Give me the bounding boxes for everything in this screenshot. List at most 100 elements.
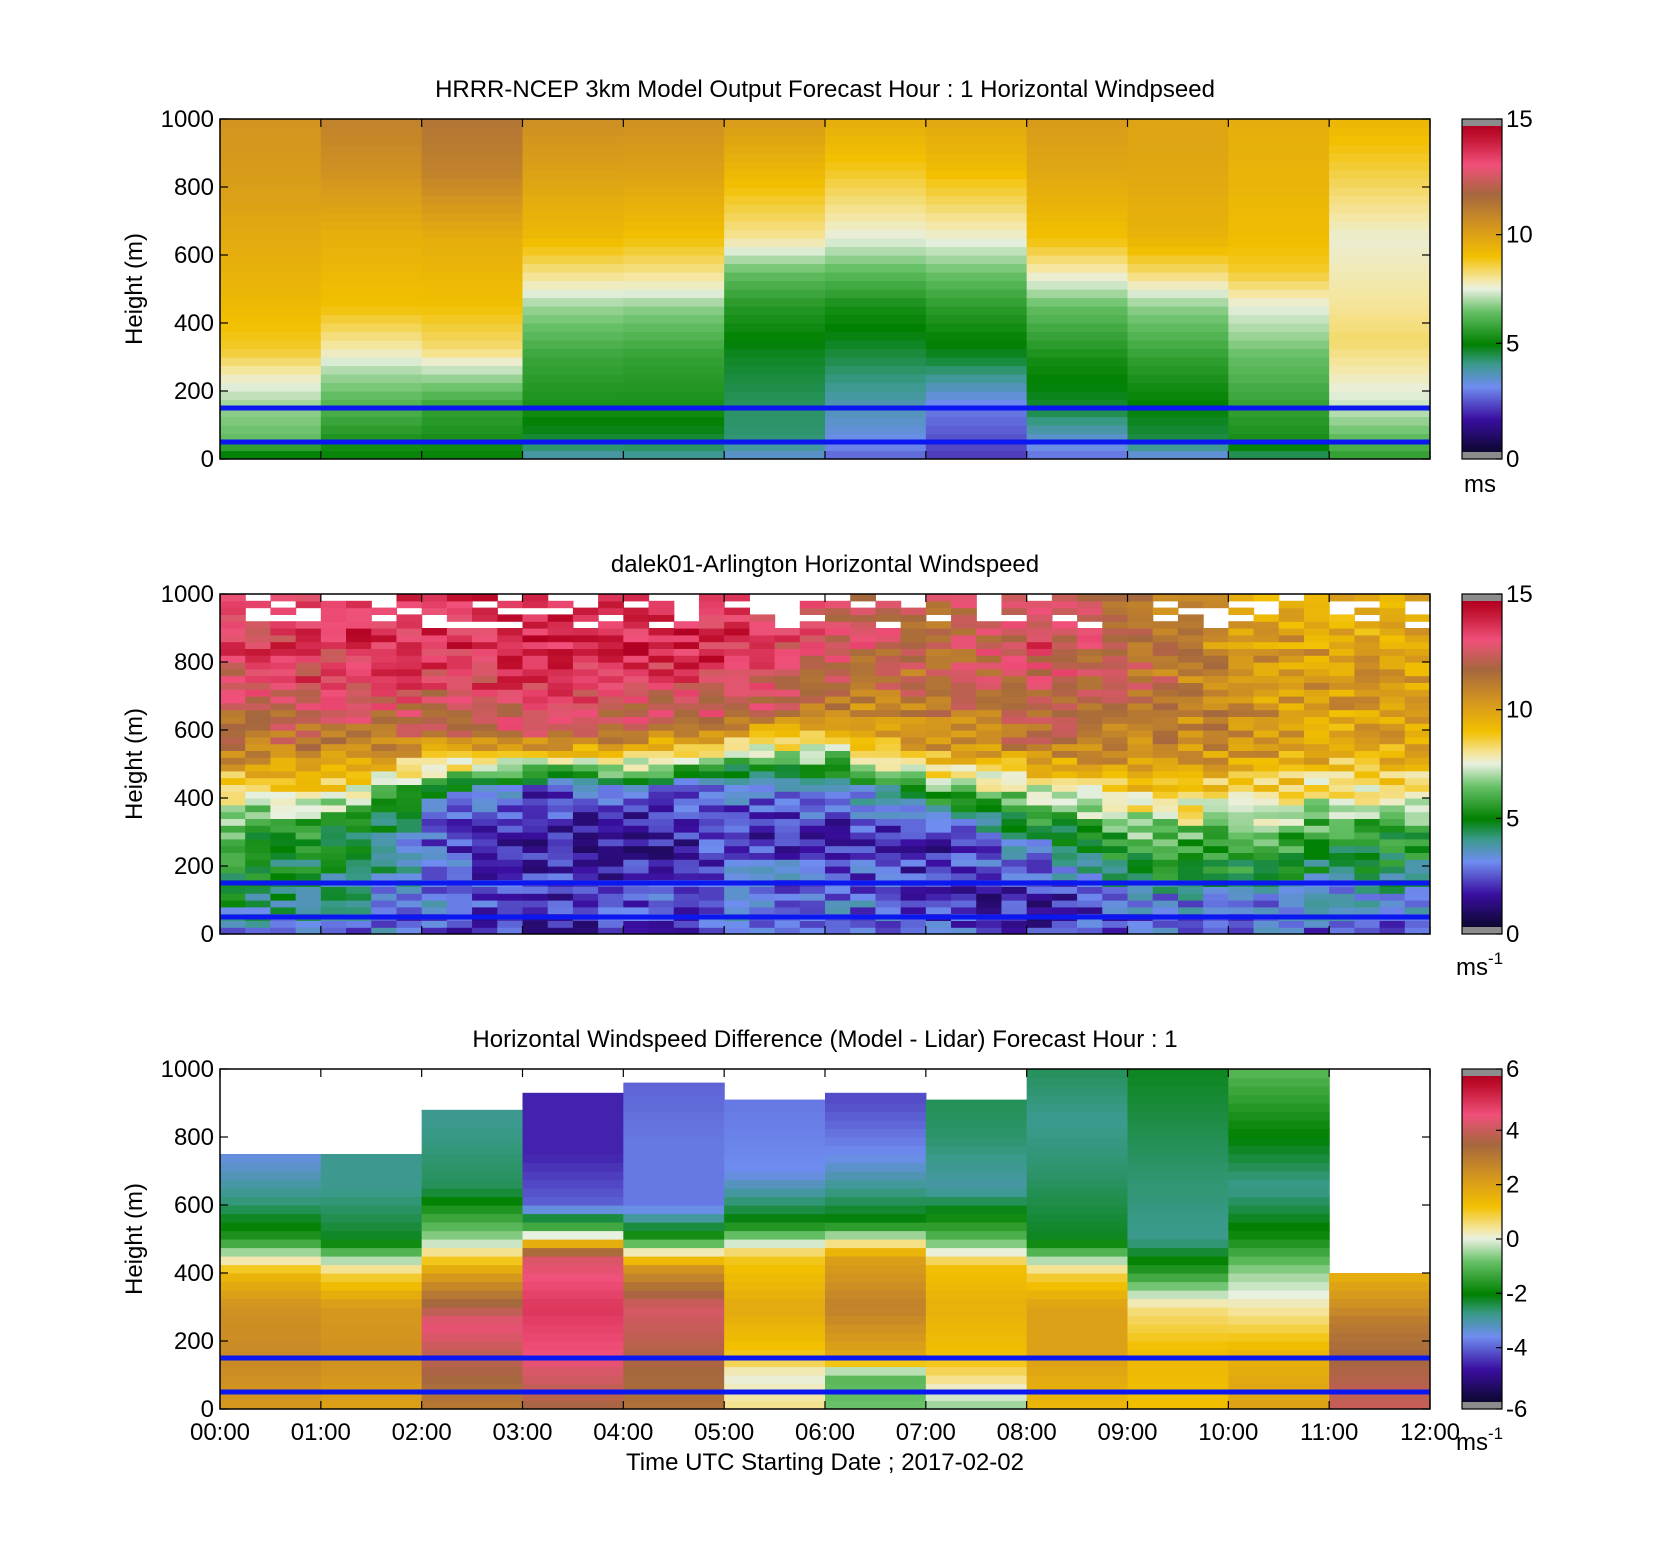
lidar-cell — [825, 832, 851, 840]
lidar-cell — [648, 730, 675, 738]
lidar-cell — [547, 682, 574, 690]
lidar-cell — [1127, 675, 1154, 683]
model-cell — [522, 408, 624, 418]
lidar-cell — [245, 621, 272, 629]
lidar-cell — [698, 804, 725, 813]
model-cell — [623, 255, 725, 265]
lidar-cell — [572, 696, 599, 704]
lidar-cell — [951, 743, 977, 751]
lidar-cell — [572, 648, 599, 656]
model-colorbar-tick-label: 15 — [1506, 106, 1533, 133]
lidar-cell — [320, 648, 347, 656]
model-cell — [724, 348, 826, 358]
lidar-cell — [875, 600, 902, 609]
lidar-cell — [724, 866, 750, 874]
model-cell — [220, 416, 322, 426]
model-colorbar-tick-label: 0 — [1506, 446, 1519, 473]
model-cell — [1127, 289, 1229, 299]
lidar-cell — [850, 764, 877, 772]
lidar-cell — [1354, 818, 1381, 826]
lidar-cell — [421, 845, 448, 853]
lidar-cell — [1177, 777, 1204, 785]
lidar-cell — [396, 845, 423, 853]
lidar-cell — [270, 668, 297, 677]
lidar-cell — [598, 689, 624, 697]
lidar-cell — [396, 893, 423, 901]
difference-cell — [1127, 1196, 1229, 1206]
difference-cell — [825, 1324, 927, 1334]
difference-cell — [1026, 1392, 1129, 1402]
lidar-cell — [1177, 743, 1204, 751]
lidar-cell — [1253, 791, 1280, 799]
lidar-cell — [1102, 886, 1129, 894]
lidar-cell — [1379, 920, 1406, 928]
lidar-cell — [270, 764, 297, 772]
model-cell — [825, 340, 927, 350]
lidar-cell — [270, 716, 297, 724]
difference-cell — [623, 1222, 725, 1232]
lidar-cell — [1303, 743, 1330, 751]
lidar-cell — [320, 872, 347, 881]
lidar-cell — [1404, 784, 1430, 792]
lidar-cell — [522, 893, 549, 901]
lidar-cell — [1278, 893, 1305, 901]
lidar-cell — [749, 716, 776, 724]
lidar-cell — [875, 655, 902, 663]
lidar-cell — [1051, 757, 1078, 765]
lidar-cell — [270, 886, 297, 894]
difference-cell — [1329, 1281, 1430, 1291]
lidar-cell — [446, 845, 473, 853]
lidar-cell — [1077, 702, 1103, 711]
lidar-cell — [547, 777, 574, 785]
lidar-cell — [396, 852, 423, 860]
difference-cell — [522, 1171, 624, 1181]
model-cell — [421, 204, 524, 214]
lidar-cell — [1077, 804, 1103, 813]
lidar-cell — [1303, 621, 1330, 629]
lidar-cell — [1127, 852, 1154, 860]
lidar-cell — [976, 784, 1003, 792]
lidar-cell — [522, 723, 549, 731]
lidar-cell — [1278, 832, 1305, 840]
lidar-cell — [270, 641, 297, 649]
lidar-cell — [875, 825, 902, 833]
lidar-cell — [1404, 716, 1430, 724]
lidar-cell — [598, 852, 624, 860]
lidar-cell — [446, 757, 473, 765]
lidar-cell — [1102, 811, 1129, 819]
lidar-cell — [421, 920, 448, 928]
lidar-cell — [749, 702, 776, 711]
lidar-cell — [698, 655, 725, 663]
lidar-cell — [270, 682, 297, 690]
lidar-cell — [1278, 628, 1305, 636]
difference-cell — [320, 1392, 423, 1402]
difference-x-tick-label: 08:00 — [997, 1419, 1057, 1446]
lidar-cell — [371, 859, 398, 867]
difference-cell — [1228, 1290, 1330, 1300]
lidar-cell — [270, 798, 297, 806]
lidar-cell — [346, 845, 372, 853]
lidar-cell — [220, 600, 246, 609]
lidar-cell — [1278, 750, 1305, 758]
lidar-cell — [900, 838, 927, 847]
lidar-cell — [1278, 600, 1305, 609]
lidar-cell — [1051, 838, 1078, 847]
model-cell — [1127, 408, 1229, 418]
lidar-cell — [396, 696, 423, 704]
lidar-cell — [724, 628, 750, 636]
lidar-cell — [220, 621, 246, 629]
model-cell — [724, 255, 826, 265]
model-cell — [825, 399, 927, 409]
difference-cell — [623, 1383, 725, 1393]
lidar-cell — [1077, 736, 1103, 745]
model-cell — [1026, 433, 1129, 443]
lidar-cell — [951, 920, 977, 928]
lidar-cell — [749, 770, 776, 779]
lidar-cell — [1177, 818, 1204, 826]
lidar-cell — [1253, 668, 1280, 677]
difference-cell — [623, 1137, 725, 1147]
lidar-cell — [1379, 770, 1406, 779]
lidar-colorbar-tick-label: 5 — [1506, 805, 1519, 832]
lidar-cell — [1253, 906, 1280, 915]
lidar-cell — [522, 764, 549, 772]
